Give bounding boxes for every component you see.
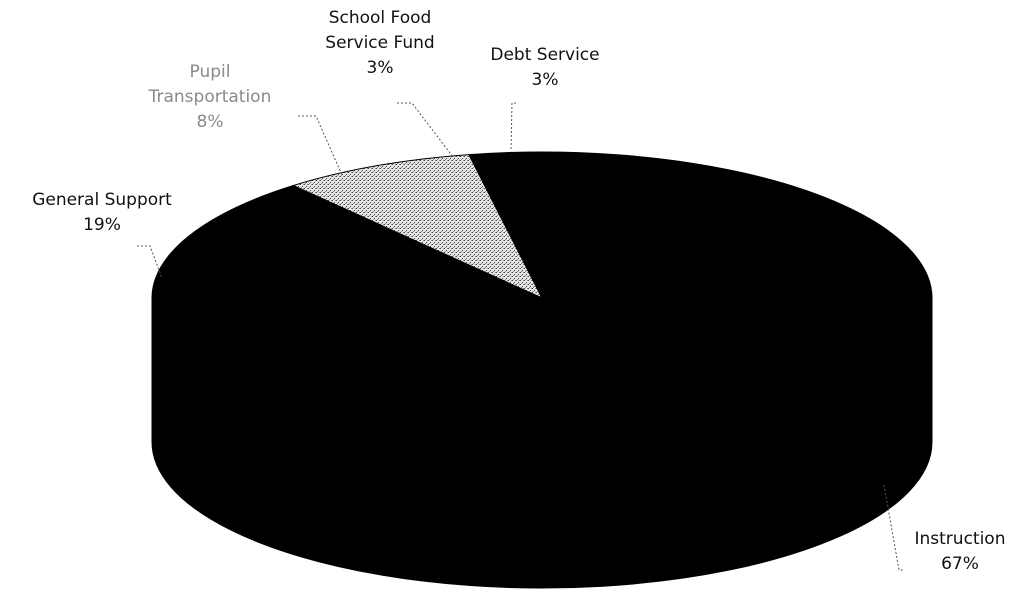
pie-slice-school-food-service-fund: [468, 151, 543, 299]
leader-school-food-service-fund: [397, 102, 454, 158]
leader-pupil-transportation: [298, 115, 343, 176]
label-name-line-2: Service Fund: [325, 33, 435, 53]
label-school-food-service-fund: School Food Service Fund 3%: [290, 6, 470, 81]
label-percent: 67%: [941, 554, 979, 574]
label-percent: 8%: [196, 112, 224, 132]
leader-general-support: [137, 245, 163, 279]
leader-debt-service: [510, 102, 516, 152]
label-name-line-2: Transportation: [148, 87, 272, 107]
label-pupil-transportation: Pupil Transportation 8%: [115, 60, 305, 135]
leader-instruction: [883, 484, 904, 571]
leader-lines: [137, 102, 904, 571]
label-percent: 19%: [83, 215, 121, 235]
label-debt-service: Debt Service 3%: [470, 43, 620, 93]
pie-slice-general-support: [151, 184, 544, 344]
pie-top-face: [151, 151, 933, 445]
pie-slice-instruction: [170, 154, 933, 445]
label-name-line-1: Instruction: [914, 529, 1006, 549]
label-instruction: Instruction 67%: [895, 527, 1020, 577]
label-name-line-1: Debt Service: [490, 45, 600, 65]
label-name-line-1: General Support: [32, 190, 172, 210]
pie-slice-pupil-transportation: [291, 154, 544, 300]
label-percent: 3%: [531, 70, 559, 90]
label-general-support: General Support 19%: [2, 188, 202, 238]
label-percent: 3%: [366, 58, 394, 78]
label-name-line-1: Pupil: [189, 62, 231, 82]
label-name-line-1: School Food: [328, 8, 432, 28]
